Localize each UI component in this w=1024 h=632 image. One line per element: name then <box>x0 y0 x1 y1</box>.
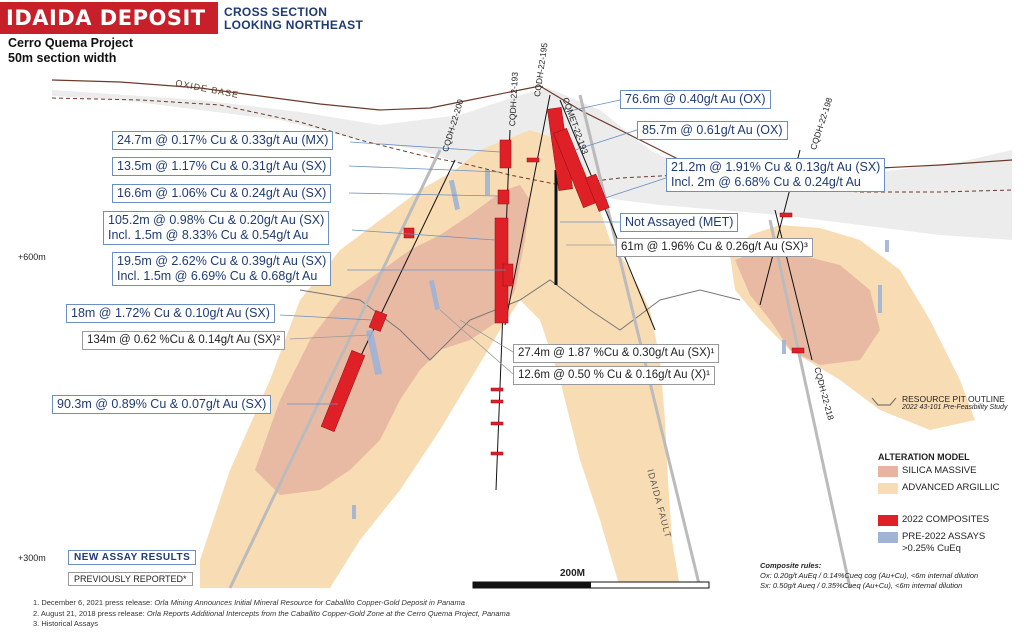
previously-reported-key: PREVIOUSLY REPORTED* <box>68 572 193 586</box>
scale-label: 200M <box>560 568 586 579</box>
intercept-line: Incl. 2m @ 6.68% Cu & 0.24g/t Au <box>671 175 861 189</box>
composite-90-3m <box>320 350 366 432</box>
legend-pre2022-label: PRE-2022 ASSAYS <box>902 531 986 542</box>
pre2022-assays <box>352 170 889 519</box>
composite-deep-4 <box>490 451 504 456</box>
trace-cqdh-22-218 <box>774 209 813 361</box>
intercept-line: Incl. 1.5m @ 6.69% Cu & 0.68g/t Au <box>117 269 318 283</box>
idaida-fault-line <box>578 94 702 589</box>
footnote-2-text: Orla Reports Additional Intercepts from … <box>146 608 510 618</box>
legend: RESOURCE PIT OUTLINE 2022 43-101 Pre-Fea… <box>866 394 1016 586</box>
intercept-callout: 24.7m @ 0.17% Cu & 0.33g/t Au (MX) <box>112 131 334 150</box>
footnote-1-prefix: 1. December 6, 2021 press release: <box>33 598 155 607</box>
intercept-callout-multi: 21.2m @ 1.91% Cu & 0.13g/t Au (SX) Incl.… <box>666 158 886 192</box>
legend-pit-glyph <box>871 397 897 406</box>
composite-cqdh-218 <box>791 347 805 354</box>
composite-cqdh-198 <box>779 212 793 218</box>
composite-13-5m <box>499 139 512 169</box>
section-width: 50m section width <box>8 51 117 65</box>
previous-intercept-callout: 61m @ 1.96% Cu & 0.26g/t Au (SX)³ <box>616 238 813 257</box>
west-fault-line <box>228 149 442 589</box>
project-name: Cerro Quema Project <box>8 36 134 50</box>
intercept-line: 19.5m @ 2.62% Cu & 0.39g/t Au (SX) <box>117 254 327 268</box>
footnote-2-prefix: 2. August 21, 2018 press release: <box>33 608 147 618</box>
composite-small-a <box>526 157 540 163</box>
new-assay-results-key: NEW ASSAY RESULTS <box>68 550 197 565</box>
intercept-callout: 13.5m @ 1.17% Cu & 0.31g/t Au (SX) <box>112 157 332 176</box>
composite-21-2m <box>585 173 610 212</box>
composite-deep-3 <box>490 421 504 426</box>
footnote-3: 3. Historical Assays <box>33 619 99 628</box>
intercept-callout-multi: 105.2m @ 0.98% Cu & 0.20g/t Au (SX) Incl… <box>103 211 330 245</box>
page-title: IDAIDA DEPOSIT <box>6 6 206 30</box>
header-badge: IDAIDA DEPOSIT <box>0 2 218 34</box>
legend-pre2022-swatch <box>878 532 898 543</box>
intercept-callout: 85.7m @ 0.61g/t Au (OX) <box>637 121 788 140</box>
legend-silica-label: SILICA MASSIVE <box>902 465 977 476</box>
legend-composite-swatch <box>878 515 898 526</box>
legend-silica-swatch <box>878 466 898 477</box>
east-fault-line <box>768 219 852 589</box>
composite-16-6m <box>497 189 510 205</box>
resource-pit-outline <box>299 279 741 361</box>
previous-intercept-callout: 134m @ 0.62 %Cu & 0.14g/t Au (SX)² <box>82 331 286 350</box>
silica-massive-zone-east <box>735 250 880 365</box>
leader-lines-grey <box>289 244 616 375</box>
composites-2022 <box>320 107 805 456</box>
subtitle-line-1: CROSS SECTION <box>224 5 328 19</box>
intercept-callout: 16.6m @ 1.06% Cu & 0.24g/t Au (SX) <box>112 184 332 203</box>
silica-massive-zone <box>255 185 530 495</box>
legend-pit-study: 2022 43-101 Pre-Feasibility Study <box>902 404 1008 411</box>
oxide-base-line <box>51 97 1013 193</box>
composite-18m <box>368 310 388 332</box>
intercept-callout: 18m @ 1.72% Cu & 0.10g/t Au (SX) <box>66 304 275 323</box>
previous-intercept-callout: 12.6m @ 0.50 % Cu & 0.16g/t Au (X)¹ <box>513 366 715 385</box>
composite-85-7m <box>553 127 597 209</box>
legend-composite-label: 2022 COMPOSITES <box>902 514 990 525</box>
trace-cqdh-22-195 <box>504 94 551 326</box>
legend-pre2022-sub: >0.25% CuEq <box>902 543 961 554</box>
legend-argillic-label: ADVANCED ARGILLIC <box>902 482 1000 493</box>
composite-rules: Composite rules: Ox: 0.20g/t AuEq / 0.14… <box>760 561 978 591</box>
legend-pit-outline: RESOURCE PIT OUTLINE <box>902 394 1005 404</box>
composite-19-5m <box>502 263 514 287</box>
composite-cqdh-200-upper <box>403 227 415 239</box>
intercept-callout: 76.6m @ 0.40g/t Au (OX) <box>620 90 771 109</box>
intercept-callout: 90.3m @ 0.89% Cu & 0.07g/t Au (SX) <box>52 395 272 414</box>
intercept-line: Incl. 1.5m @ 8.33% Cu & 0.54g/t Au <box>108 228 309 242</box>
legend-argillic-swatch <box>878 483 898 494</box>
intercept-line: 21.2m @ 1.91% Cu & 0.13g/t Au (SX) <box>671 160 881 174</box>
footnote-1-text: Orla Mining Announces Initial Mineral Re… <box>154 598 465 607</box>
composite-rule-ox: Ox: 0.20g/t AuEq / 0.14%Cueq cog (Au+Cu)… <box>760 571 979 580</box>
intercept-callout: Not Assayed (MET) <box>620 213 739 232</box>
previous-intercept-callout: 27.4m @ 1.87 %Cu & 0.30g/t Au (SX)¹ <box>513 344 720 363</box>
elevation-300: +300m <box>18 553 46 563</box>
leader-lines <box>279 99 667 405</box>
trace-cqmet-22-193 <box>559 99 656 331</box>
subtitle-line-2: LOOKING NORTHEAST <box>224 18 364 32</box>
intercept-line: 105.2m @ 0.98% Cu & 0.20g/t Au (SX) <box>108 213 325 227</box>
scale-bar-fill <box>473 582 591 588</box>
composite-deep-2 <box>490 399 504 404</box>
composite-rule-sx: Sx: 0.50g/t Aueq / 0.35%Cueq (Au+Cu), <6… <box>760 581 963 590</box>
intercept-callout-multi: 19.5m @ 2.62% Cu & 0.39g/t Au (SX) Incl.… <box>112 252 332 286</box>
footnotes: 1. December 6, 2021 press release: Orla … <box>33 598 510 630</box>
composite-deep-1 <box>490 387 504 392</box>
footnote-2: 2. August 21, 2018 press release: Orla R… <box>33 609 510 620</box>
legend-alteration-title: ALTERATION MODEL <box>878 452 970 462</box>
elevation-600: +600m <box>18 252 46 262</box>
composite-rules-title: Composite rules: <box>760 561 822 570</box>
footnote-1: 1. December 6, 2021 press release: Orla … <box>33 598 510 609</box>
